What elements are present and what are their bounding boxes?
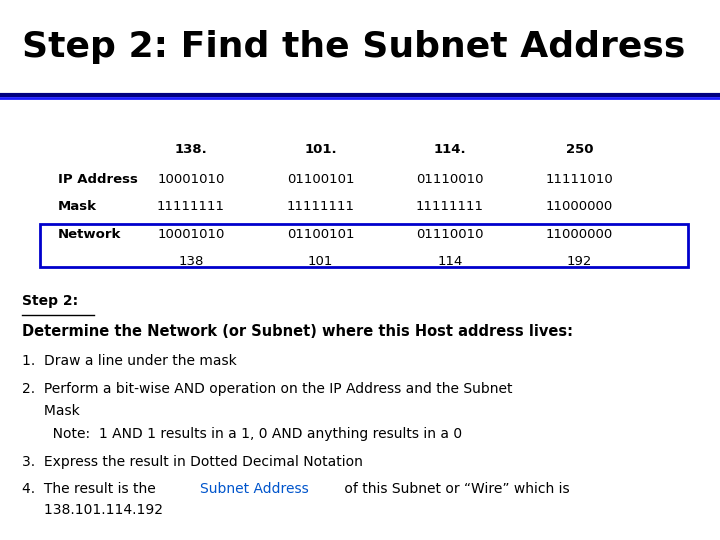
Text: 11111111: 11111111 [157,200,225,213]
Text: Step 2:: Step 2: [22,294,78,308]
Text: Mask: Mask [22,404,79,418]
Text: IP Address: IP Address [58,173,138,186]
Text: 01110010: 01110010 [416,173,484,186]
Text: 250: 250 [566,143,593,156]
Text: 114.: 114. [433,143,467,156]
Text: 114: 114 [437,255,463,268]
Text: 3.  Express the result in Dotted Decimal Notation: 3. Express the result in Dotted Decimal … [22,455,362,469]
Text: Determine the Network (or Subnet) where this Host address lives:: Determine the Network (or Subnet) where … [22,324,572,339]
Text: Step 2: Find the Subnet Address: Step 2: Find the Subnet Address [22,30,685,64]
Text: 01110010: 01110010 [416,228,484,241]
Text: 138.: 138. [174,143,207,156]
Text: 11111010: 11111010 [546,173,613,186]
Text: 138.101.114.192: 138.101.114.192 [22,503,163,517]
Text: 11000000: 11000000 [546,200,613,213]
Text: 11000000: 11000000 [546,228,613,241]
Text: 01100101: 01100101 [287,228,354,241]
Text: 10001010: 10001010 [157,173,225,186]
Text: 101.: 101. [304,143,337,156]
Text: Network: Network [58,228,121,241]
Text: 10001010: 10001010 [157,228,225,241]
Text: 01100101: 01100101 [287,173,354,186]
Text: 4.  The result is the: 4. The result is the [22,482,160,496]
Text: 101: 101 [307,255,333,268]
Text: 1.  Draw a line under the mask: 1. Draw a line under the mask [22,354,236,368]
Text: of this Subnet or “Wire” which is: of this Subnet or “Wire” which is [340,482,570,496]
Text: 11111111: 11111111 [416,200,484,213]
Text: 138: 138 [178,255,204,268]
Text: 192: 192 [567,255,593,268]
Text: Mask: Mask [58,200,96,213]
Text: Subnet Address: Subnet Address [200,482,309,496]
Text: 2.  Perform a bit-wise AND operation on the IP Address and the Subnet: 2. Perform a bit-wise AND operation on t… [22,382,512,396]
Text: Note:  1 AND 1 results in a 1, 0 AND anything results in a 0: Note: 1 AND 1 results in a 1, 0 AND anyt… [22,427,462,441]
Text: 11111111: 11111111 [287,200,354,213]
